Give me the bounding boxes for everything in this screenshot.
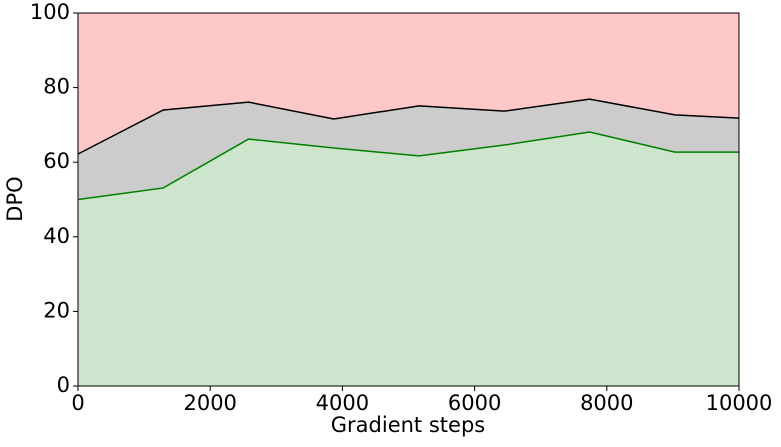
y-tick-label: 100 xyxy=(30,0,70,24)
x-tick-label: 10000 xyxy=(706,391,773,415)
y-tick-label: 40 xyxy=(43,224,70,248)
y-tick-label: 80 xyxy=(43,75,70,99)
area xyxy=(78,131,739,386)
x-tick-label: 6000 xyxy=(448,391,501,415)
area-edge xyxy=(77,98,740,155)
y-axis-label: DPO xyxy=(3,176,27,221)
x-tick-label: 8000 xyxy=(580,391,633,415)
x-tick-label: 4000 xyxy=(316,391,369,415)
x-tick-label: 0 xyxy=(71,391,84,415)
y-tick-label: 60 xyxy=(43,149,70,173)
y-tick-label: 20 xyxy=(43,298,70,322)
area xyxy=(78,13,739,154)
area xyxy=(78,99,739,200)
area-edge xyxy=(77,131,739,201)
x-tick-label: 2000 xyxy=(183,391,236,415)
y-tick-label: 0 xyxy=(57,373,70,397)
plot-frame xyxy=(77,12,740,387)
x-axis-label: Gradient steps xyxy=(331,413,485,437)
